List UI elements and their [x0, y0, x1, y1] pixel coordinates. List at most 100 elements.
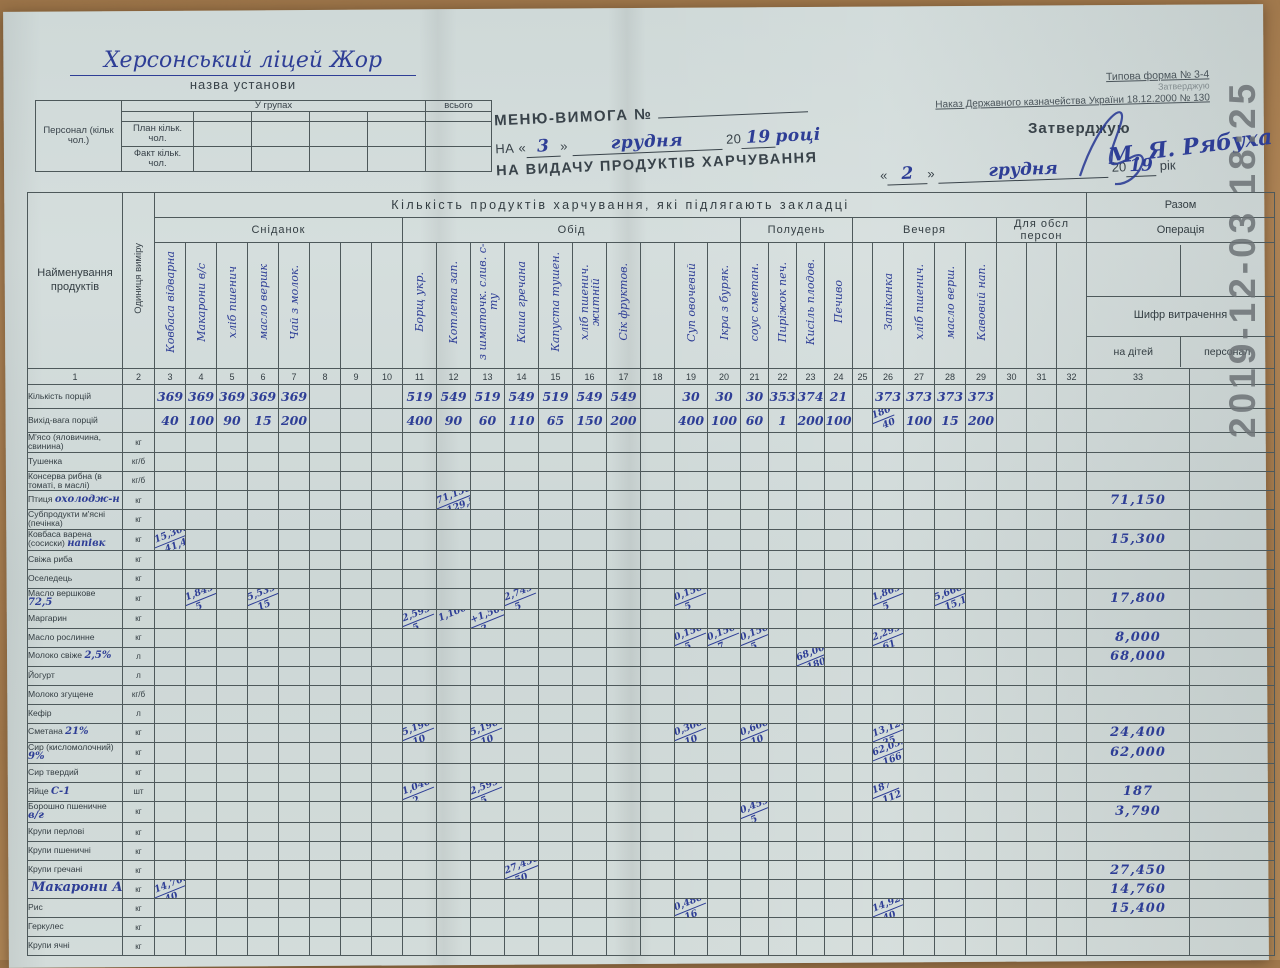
grid-cell [504, 741, 539, 764]
col-number: 1 [27, 368, 123, 385]
grid-cell [340, 646, 372, 667]
handwritten-fraction: 0,150 7 [708, 629, 740, 646]
grid-cell [470, 703, 505, 724]
grid-cell [606, 822, 641, 842]
grid-cell [309, 470, 341, 492]
total-handwritten: 17,800 [1110, 591, 1166, 607]
col-number: 8 [309, 368, 341, 385]
grid-cell [934, 741, 966, 764]
grid-cell [996, 800, 1027, 824]
grid-cell [872, 509, 904, 530]
grid-cell [707, 470, 741, 492]
grid-cell [402, 800, 437, 824]
product-row: Птиця охолодж-н кг 71,150 129,5 71,150 [27, 490, 1275, 511]
grid-cell [278, 646, 310, 667]
col-number: 27 [903, 368, 935, 385]
grid-cell [1056, 898, 1087, 918]
col-number: 18 [640, 368, 675, 385]
grid-cell [154, 936, 186, 956]
product-row: Рис кг 0,480 16 14,920 40 15,400 [27, 898, 1275, 918]
grid-cell [572, 451, 607, 472]
grid-cell [247, 528, 279, 551]
grid-cell [247, 860, 279, 880]
grid-cell [278, 432, 310, 453]
product-row: Оселедець кг [27, 568, 1275, 589]
grid-cell: 15,300 41,4 [154, 528, 186, 551]
col-number: 15 [538, 368, 573, 385]
staff-total-cell [1189, 822, 1275, 842]
grid-cell [640, 822, 675, 842]
dish-label-handwritten: Запіканка [881, 273, 895, 331]
grid-cell [852, 549, 873, 570]
grid-cell [572, 608, 607, 629]
grid-cell [852, 408, 873, 433]
grid-cell [965, 936, 997, 956]
grid-cell [216, 627, 248, 648]
children-total-cell: 14,760 [1086, 879, 1190, 899]
grid-cell [436, 432, 471, 453]
grid-cell [768, 587, 797, 610]
grid-cell [903, 509, 935, 530]
grid-cell: 21 [824, 384, 853, 409]
product-unit: кг [122, 898, 155, 918]
product-name: Субпродукти м'ясні (печінка) [27, 509, 123, 530]
grid-cell [371, 608, 403, 629]
dish-label-handwritten: Кисіль плодов. [804, 259, 817, 345]
children-total-cell: 8,000 [1086, 627, 1190, 648]
grid-cell [436, 936, 471, 956]
grid-cell [154, 781, 186, 802]
grid-cell [340, 898, 372, 918]
handwritten-fraction: 0,150 5 [741, 629, 768, 646]
col-number: 14 [504, 368, 539, 385]
grid-cell [154, 841, 186, 861]
grid-cell [504, 568, 539, 589]
grid-cell [903, 490, 935, 511]
grid-cell [1056, 568, 1087, 589]
grid-cell [674, 822, 708, 842]
grid-cell [247, 741, 279, 764]
grid-cell [504, 936, 539, 956]
handwritten-value: 21 [829, 389, 848, 404]
grid-cell [340, 822, 372, 842]
grid-cell [674, 741, 708, 764]
staff-total-cell [1189, 762, 1275, 783]
col-number: 21 [740, 368, 769, 385]
grid-cell [185, 608, 217, 629]
grid-cell [247, 781, 279, 802]
grid-cell [824, 627, 853, 648]
grid-cell [965, 568, 997, 589]
dish-column [1056, 242, 1087, 369]
grid-cell [852, 568, 873, 589]
grid-cell [371, 762, 403, 783]
grid-cell [278, 722, 310, 743]
grid-cell [934, 800, 966, 824]
grid-cell [1056, 490, 1087, 511]
handwritten-fraction: 27,450 50 [505, 861, 538, 879]
grid-cell [247, 684, 279, 705]
grid-cell [185, 528, 217, 551]
grid-cell [640, 879, 675, 899]
dish-column [852, 242, 873, 369]
grid-cell [185, 741, 217, 764]
handwritten-fraction: 0,300 10 [675, 724, 707, 741]
grid-cell [340, 451, 372, 472]
children-total-cell [1086, 408, 1190, 433]
grid-cell [674, 470, 708, 492]
grid-cell [504, 549, 539, 570]
grid-cell [996, 490, 1027, 511]
grid-cell [768, 781, 797, 802]
grid-cell [606, 722, 641, 743]
grid-cell [371, 936, 403, 956]
staff-total-cell [1189, 684, 1275, 705]
grid-cell [572, 800, 607, 824]
grid-cell [309, 608, 341, 629]
grid-cell [340, 470, 372, 492]
grid-cell [340, 860, 372, 880]
grid-cell [1056, 936, 1087, 956]
total-handwritten: 68,000 [1110, 649, 1166, 665]
dish-label-handwritten: масло верш. [943, 265, 957, 339]
product-name: Макарони А-в [27, 879, 123, 899]
table-title: Кількість продуктів харчування, які підл… [154, 192, 1087, 218]
grid-cell [872, 490, 904, 511]
grid-cell [796, 528, 825, 551]
